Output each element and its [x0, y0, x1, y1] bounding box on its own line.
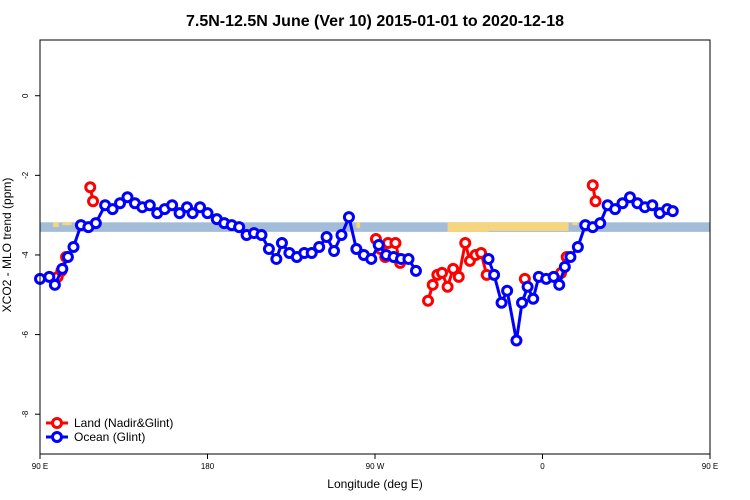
land-band-segment: [447, 222, 489, 232]
ocean-data-point: [547, 270, 560, 283]
ocean-data-point: [270, 252, 283, 265]
land-data-point: [452, 270, 465, 283]
ocean-data-point: [616, 197, 629, 210]
land-ocean-band: [40, 222, 710, 232]
ocean-data-point: [571, 241, 584, 253]
land-data-point: [436, 266, 448, 279]
ocean-data-point: [527, 292, 540, 305]
land-data-point: [447, 262, 460, 275]
ocean-data-point: [255, 229, 268, 242]
land-band-segment: [62, 222, 72, 226]
land-band-segment: [572, 222, 578, 226]
ocean-data-point: [342, 211, 355, 224]
ocean-data-point: [56, 262, 69, 275]
plot-frame: [39, 39, 711, 455]
ocean-data-point: [372, 239, 385, 252]
ocean-data-point: [521, 280, 534, 293]
y-tick-label: -6: [21, 330, 30, 338]
x-tick-label: 0: [540, 462, 545, 471]
x-tick-label: 180: [201, 462, 215, 471]
land-data-point: [586, 179, 599, 192]
y-axis-label: XCO2 - MLO trend (ppm): [0, 178, 14, 313]
ocean-data-point: [143, 199, 156, 212]
chart-title: 7.5N-12.5N June (Ver 10) 2015-01-01 to 2…: [186, 13, 564, 30]
land-band-segment: [53, 222, 59, 228]
ocean-data-point: [89, 217, 102, 230]
y-tick-label: -4: [21, 251, 30, 259]
legend-item-ocean: Ocean (Glint): [46, 430, 145, 444]
ocean-data-point: [510, 334, 523, 347]
ocean-data-point: [313, 241, 326, 253]
ocean-data-point: [623, 191, 636, 204]
land-data-point: [459, 237, 472, 250]
land-data-point: [475, 246, 488, 259]
ocean-data-point: [409, 264, 422, 277]
ocean-data-point: [186, 207, 199, 220]
ocean-data-point: [558, 260, 571, 273]
ocean-data-point: [48, 278, 61, 291]
ocean-data-point: [328, 244, 341, 257]
land-data-point: [426, 278, 439, 291]
legend: Land (Nadir&Glint) Ocean (Glint): [46, 416, 173, 444]
ocean-data-point: [320, 231, 333, 244]
ocean-data-point: [516, 296, 529, 309]
land-data-point: [84, 181, 97, 194]
ocean-data-point: [43, 270, 56, 283]
ocean-data-point: [114, 197, 127, 210]
ocean-band: [40, 222, 710, 232]
legend-ocean-marker: [51, 431, 63, 443]
legend-land-marker: [51, 417, 63, 429]
ocean-data-point: [61, 250, 74, 263]
legend-land-label: Land (Nadir&Glint): [74, 416, 173, 430]
ocean-data-point: [609, 203, 622, 216]
ocean-data-point: [305, 246, 318, 259]
land-band-segment: [356, 222, 361, 229]
ocean-data-point: [335, 229, 348, 242]
ocean-data-point: [564, 250, 577, 263]
y-tick-label: -2: [21, 171, 30, 179]
plot-series: [34, 179, 679, 347]
legend-ocean-label: Ocean (Glint): [74, 430, 145, 444]
land-data-point: [389, 237, 402, 250]
land-data-point: [422, 294, 435, 307]
ocean-data-point: [402, 252, 415, 265]
ocean-series-line: [39, 195, 418, 287]
ocean-data-point: [666, 205, 679, 218]
ocean-data-point: [365, 252, 378, 265]
ocean-data-point: [106, 203, 119, 216]
ocean-data-point: [646, 199, 659, 212]
ocean-data-point: [194, 201, 207, 214]
ocean-data-point: [501, 284, 514, 297]
ocean-data-point: [233, 221, 246, 234]
y-tick-label: -8: [21, 410, 30, 418]
x-axis-label: Longitude (deg E): [327, 477, 422, 491]
land-band-segment: [561, 222, 565, 228]
ocean-data-point: [121, 191, 134, 204]
land-data-point: [589, 195, 602, 208]
ocean-data-point: [488, 268, 501, 281]
ocean-data-point: [482, 252, 495, 265]
land-band-segment: [564, 222, 569, 231]
land-band-segment: [488, 222, 567, 231]
legend-item-land: Land (Nadir&Glint): [46, 416, 173, 430]
y-tick-label: 0: [21, 93, 30, 98]
ocean-data-point: [495, 296, 508, 309]
ocean-series-line: [487, 195, 674, 343]
ocean-data-point: [594, 217, 607, 230]
ocean-data-point: [67, 241, 80, 253]
land-data-point: [441, 280, 454, 293]
ocean-data-point: [262, 242, 275, 255]
x-tick-label: 90 E: [32, 462, 48, 471]
land-data-point: [87, 195, 100, 208]
ocean-data-point: [166, 199, 179, 212]
ocean-data-point: [201, 207, 214, 220]
x-tick-label: 90 W: [366, 462, 385, 471]
x-tick-label: 90 E: [702, 462, 718, 471]
axis-ticks: 90 E 180 90 W 0 90 E 0 -2 -4 -6 -8: [21, 93, 718, 471]
ocean-data-point: [350, 242, 363, 255]
ocean-data-point: [275, 237, 288, 250]
ocean-data-point: [553, 278, 566, 291]
ocean-data-point: [173, 207, 186, 220]
